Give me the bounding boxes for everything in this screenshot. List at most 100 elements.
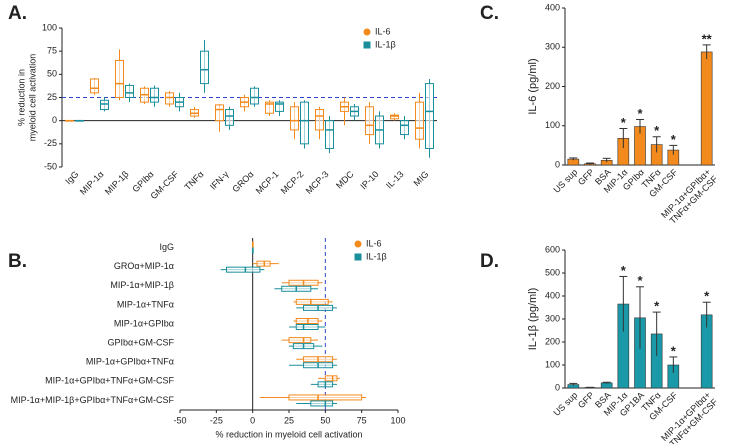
y-tick-label: 100 [545,359,560,369]
box [415,101,424,140]
y-tick-label: 100 [42,22,57,32]
significance: * [704,289,710,304]
panel-label: D. [480,251,499,272]
box [325,120,334,149]
legend-marker [354,240,362,248]
y-tick-label: 50 [47,69,57,79]
bar [700,51,713,166]
legend-marker [354,253,362,261]
x-tick-label: MIG [412,169,431,188]
significance: ** [702,31,713,46]
x-axis-label: % reduction in myeloid cell activation [215,429,362,439]
y-tick-label: 600 [545,244,560,254]
x-tick-label: IP-10 [358,169,380,191]
y-axis-label: IL-6 (pg/ml) [527,58,539,114]
y-axis-label: % reduction in [16,69,26,126]
box [365,106,374,136]
panel-label: A. [8,3,27,24]
box [425,83,434,149]
x-tick-label: 50 [320,415,330,425]
y-tick-label: GPIbα+GM-CSF [108,337,175,347]
x-tick-label: US sup [551,167,579,195]
x-tick-label: 100 [390,415,405,425]
box [125,84,134,98]
legend-label: IL-6 [366,238,382,248]
significance: * [621,263,627,278]
y-tick-label: -50 [44,161,57,171]
significance: * [671,343,677,358]
x-tick-label: 0 [250,415,255,425]
y-tick-label: 100 [545,120,560,130]
box [288,394,363,401]
y-tick-label: 400 [545,2,560,12]
x-tick-label: MIP-1β [103,169,131,197]
box [288,337,312,344]
box [265,101,274,114]
panel-label: B. [8,251,27,272]
significance: * [654,123,660,138]
legend-marker [363,41,371,49]
x-tick-label: US sup [551,390,579,418]
x-tick-label: GFP [576,390,596,410]
x-tick-label: GM-CSF [148,169,181,202]
box [400,120,409,136]
y-tick-label: 500 [545,267,560,277]
significance: * [637,273,643,288]
significance: * [654,299,660,314]
legend-label: IL-6 [375,26,391,36]
box [165,92,174,105]
x-tick-label: GROα [230,169,255,194]
box [310,400,334,407]
box [315,109,324,131]
y-tick-label: 0 [555,382,560,392]
legend-marker [363,28,371,36]
box [295,324,319,330]
x-tick-label: -25 [210,415,223,425]
x-tick-label: MCP-3 [304,169,331,196]
y-tick-label: MIP-1α+MIP-1β+GPIbα+TNFα+GM-CSF [11,395,175,405]
box [300,101,309,145]
y-tick-label: MIP-1α+GPIbα [114,318,174,328]
box [390,114,399,120]
x-tick-label: MCP-1 [254,169,281,196]
y-tick-label: MIP-1α+MIP-1β [110,280,174,290]
x-tick-label: IFN-γ [208,169,231,192]
x-tick-label: -50 [173,415,186,425]
x-tick-label: MCP-2 [279,169,306,196]
box [226,266,261,273]
legend-label: IL-1β [366,251,387,261]
box [200,50,209,85]
y-tick-label: GROα+MIP-1α [114,261,174,271]
y-tick-label: 0 [52,115,57,125]
y-tick-label: IgG [159,242,174,252]
y-tick-label: -25 [44,138,57,148]
y-tick-label: 400 [545,290,560,300]
x-tick-label: GFP [576,167,596,187]
box [150,87,159,103]
y-axis-label: IL-1β (pg/ml) [527,288,539,351]
box [225,109,234,126]
significance: * [621,115,627,130]
significance: * [637,106,643,121]
significance: * [671,132,677,147]
box [90,78,99,94]
y-tick-label: 200 [545,81,560,91]
box [115,59,124,98]
x-tick-label: IL-13 [384,169,406,191]
legend-label: IL-1β [375,39,396,49]
x-tick-label: MIP-1α [78,169,106,197]
panel-label: C. [480,3,499,24]
y-tick-label: 0 [555,159,560,169]
box [250,87,259,105]
box [290,106,299,131]
bar [600,382,613,389]
x-tick-label: TNFα [182,169,205,192]
x-tick-label: IgG [63,169,80,186]
box [295,298,329,305]
box [215,104,224,122]
y-tick-label: 300 [545,42,560,52]
y-tick-label: 25 [47,92,57,102]
y-tick-label: MIP-1α+TNFα [117,299,174,309]
y-axis-label: myeloid cell activation [27,54,37,142]
